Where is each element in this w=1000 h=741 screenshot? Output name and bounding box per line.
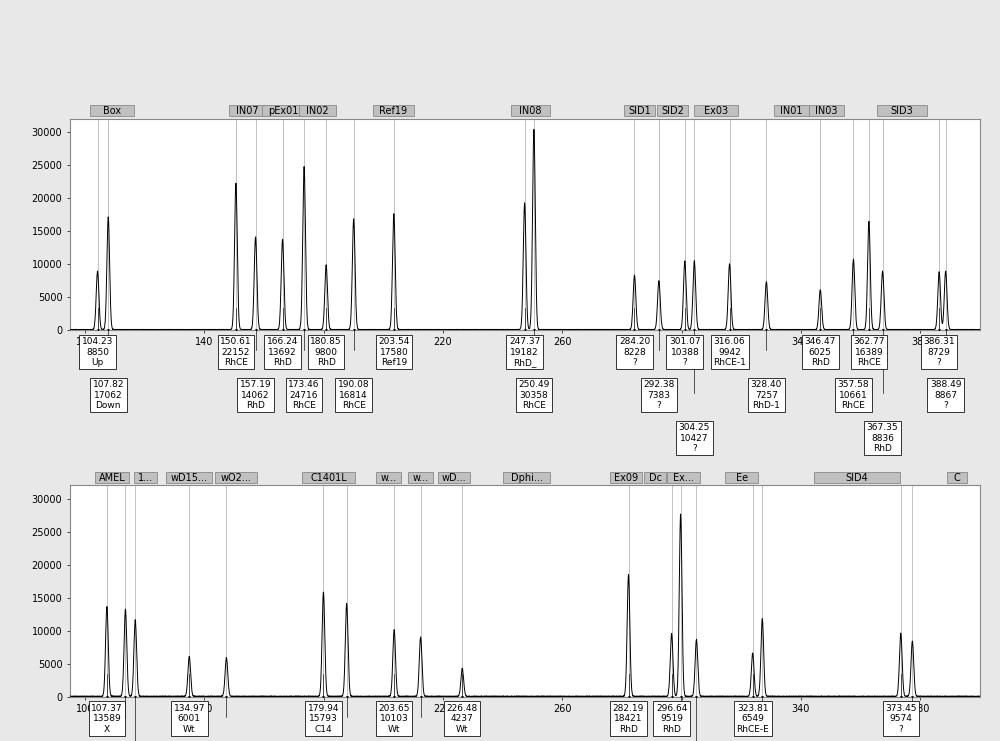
Text: 203.54
17580
Ref19: 203.54 17580 Ref19 — [378, 337, 410, 367]
Text: 301.07
10388
?: 301.07 10388 ? — [669, 337, 701, 367]
FancyBboxPatch shape — [166, 471, 212, 483]
Text: 373.45
9574
?: 373.45 9574 ? — [885, 704, 917, 734]
FancyBboxPatch shape — [725, 471, 758, 483]
Text: Dphi...: Dphi... — [511, 473, 543, 482]
Text: IN03: IN03 — [815, 106, 837, 116]
FancyBboxPatch shape — [90, 104, 134, 116]
Text: 304.25
10427
?: 304.25 10427 ? — [679, 423, 710, 453]
Text: SID2: SID2 — [661, 106, 684, 116]
FancyBboxPatch shape — [814, 471, 900, 483]
FancyBboxPatch shape — [229, 104, 266, 116]
Text: IN02: IN02 — [306, 106, 329, 116]
FancyBboxPatch shape — [302, 471, 355, 483]
Text: 179.94
15793
C14: 179.94 15793 C14 — [308, 704, 339, 734]
Text: 386.31
8729
?: 386.31 8729 ? — [923, 337, 955, 367]
Text: IN08: IN08 — [519, 106, 542, 116]
Text: Ee: Ee — [736, 473, 748, 482]
Text: 250.49
30358
RhCE: 250.49 30358 RhCE — [518, 380, 550, 410]
Text: 190.08
16814
RhCE: 190.08 16814 RhCE — [338, 380, 369, 410]
Text: pEx01: pEx01 — [268, 106, 298, 116]
Text: SID4: SID4 — [846, 473, 869, 482]
Text: C1401L: C1401L — [310, 473, 347, 482]
FancyBboxPatch shape — [511, 104, 550, 116]
FancyBboxPatch shape — [134, 471, 157, 483]
Text: 107.37
13589
X: 107.37 13589 X — [91, 704, 123, 734]
FancyBboxPatch shape — [373, 104, 414, 116]
FancyBboxPatch shape — [408, 471, 433, 483]
Text: Ex...: Ex... — [673, 473, 694, 482]
Text: 247.37
19182
RhD_: 247.37 19182 RhD_ — [509, 337, 540, 367]
Text: IN01: IN01 — [780, 106, 803, 116]
Text: 284.20
8228
?: 284.20 8228 ? — [619, 337, 650, 367]
FancyBboxPatch shape — [694, 104, 738, 116]
Text: 357.58
10661
RhCE: 357.58 10661 RhCE — [838, 380, 869, 410]
Text: SID1: SID1 — [628, 106, 651, 116]
FancyBboxPatch shape — [503, 471, 550, 483]
Text: 328.40
7257
RhD-1: 328.40 7257 RhD-1 — [751, 380, 782, 410]
FancyBboxPatch shape — [262, 104, 303, 116]
Text: wO2...: wO2... — [220, 473, 251, 482]
Text: 1...: 1... — [138, 473, 153, 482]
Text: 296.64
9519
RhD: 296.64 9519 RhD — [656, 704, 687, 734]
Text: Ref19: Ref19 — [379, 106, 407, 116]
Text: 282.19
18421
RhD: 282.19 18421 RhD — [613, 704, 644, 734]
FancyBboxPatch shape — [667, 471, 700, 483]
FancyBboxPatch shape — [438, 471, 470, 483]
Text: Box: Box — [103, 106, 121, 116]
FancyBboxPatch shape — [95, 471, 129, 483]
Text: IN07: IN07 — [236, 106, 259, 116]
FancyBboxPatch shape — [644, 471, 666, 483]
FancyBboxPatch shape — [376, 471, 401, 483]
Text: 323.81
6549
RhCE-E: 323.81 6549 RhCE-E — [736, 704, 769, 734]
Text: 157.19
14062
RhD: 157.19 14062 RhD — [240, 380, 271, 410]
Text: Ex03: Ex03 — [704, 106, 728, 116]
Text: wD...: wD... — [442, 473, 466, 482]
FancyBboxPatch shape — [299, 104, 336, 116]
Text: 107.82
17062
Down: 107.82 17062 Down — [92, 380, 124, 410]
Text: 316.06
9942
RhCE-1: 316.06 9942 RhCE-1 — [713, 337, 746, 367]
Text: 203.65
10103
Wt: 203.65 10103 Wt — [378, 704, 410, 734]
Text: 180.85
9800
RhD: 180.85 9800 RhD — [310, 337, 342, 367]
Text: C: C — [954, 473, 961, 482]
Text: 292.38
7383
?: 292.38 7383 ? — [643, 380, 675, 410]
Text: w...: w... — [412, 473, 428, 482]
Text: AMEL: AMEL — [98, 473, 125, 482]
FancyBboxPatch shape — [774, 104, 809, 116]
FancyBboxPatch shape — [215, 471, 257, 483]
Text: 226.48
4237
Wt: 226.48 4237 Wt — [447, 704, 478, 734]
Text: wD15...: wD15... — [171, 473, 208, 482]
Text: 362.77
16389
RhCE: 362.77 16389 RhCE — [853, 337, 885, 367]
FancyBboxPatch shape — [809, 104, 844, 116]
Text: 388.49
8867
?: 388.49 8867 ? — [930, 380, 961, 410]
Text: 134.97
6001
Wt: 134.97 6001 Wt — [174, 704, 205, 734]
Text: 104.23
8850
Up: 104.23 8850 Up — [82, 337, 113, 367]
Text: Dc: Dc — [649, 473, 662, 482]
Text: w...: w... — [380, 473, 397, 482]
Text: 166.24
13692
RhD: 166.24 13692 RhD — [267, 337, 298, 367]
Text: SID3: SID3 — [890, 106, 913, 116]
Text: Ex09: Ex09 — [614, 473, 638, 482]
FancyBboxPatch shape — [624, 104, 655, 116]
Text: 173.46
24716
RhCE: 173.46 24716 RhCE — [288, 380, 320, 410]
Text: 346.47
6025
RhD: 346.47 6025 RhD — [805, 337, 836, 367]
Text: 150.61
22152
RhCE: 150.61 22152 RhCE — [220, 337, 252, 367]
FancyBboxPatch shape — [657, 104, 688, 116]
FancyBboxPatch shape — [877, 104, 927, 116]
Text: 367.35
8836
RhD: 367.35 8836 RhD — [867, 423, 898, 453]
FancyBboxPatch shape — [947, 471, 967, 483]
FancyBboxPatch shape — [610, 471, 642, 483]
